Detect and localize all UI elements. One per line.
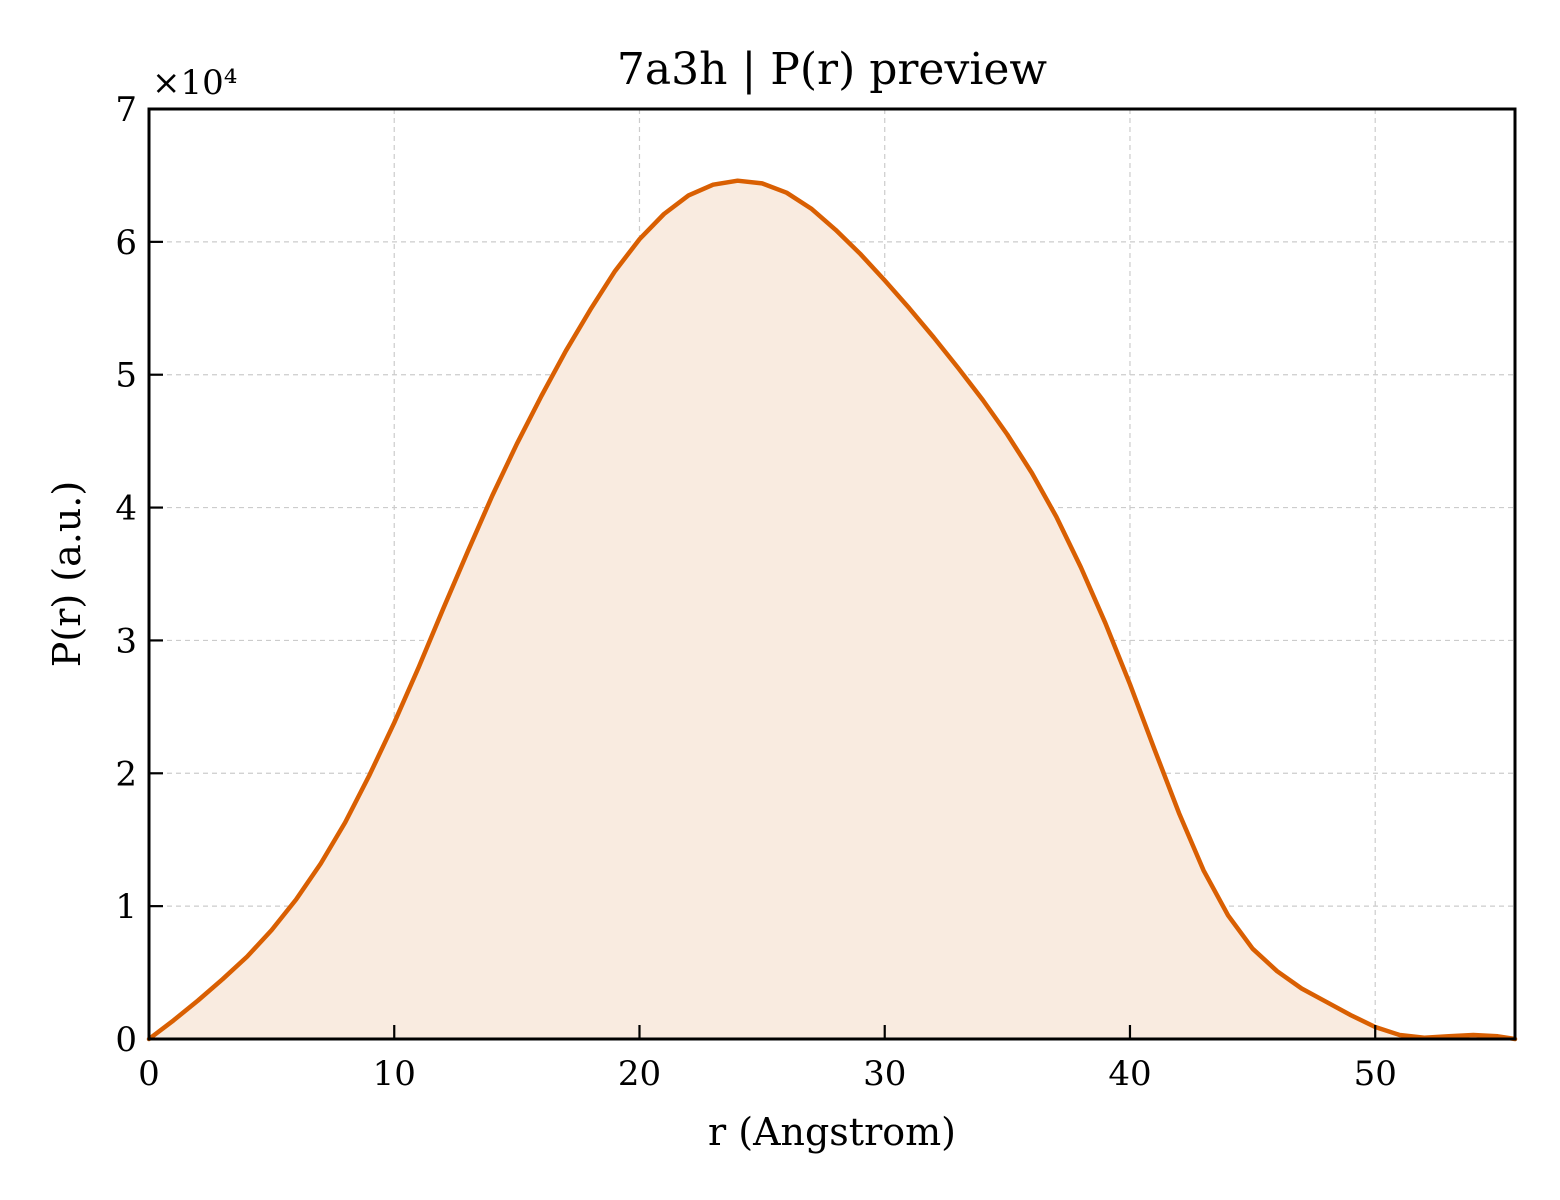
tick-marks xyxy=(147,107,1377,1041)
pr-series-line xyxy=(146,178,1518,1042)
x-tick-label: 20 xyxy=(618,1054,661,1094)
y-tick-label: 3 xyxy=(115,621,137,661)
y-tick-label: 4 xyxy=(115,489,137,529)
x-axis-label: r (Angstrom) xyxy=(708,1110,956,1154)
plot-frame xyxy=(147,107,1517,1041)
y-offset-label: ×10⁴ xyxy=(152,63,237,103)
x-tick-label: 0 xyxy=(138,1054,160,1094)
x-tick-label: 30 xyxy=(863,1054,906,1094)
y-tick-label: 5 xyxy=(115,356,137,396)
y-axis-label: P(r) (a.u.) xyxy=(45,481,89,667)
chart-title: 7a3h | P(r) preview xyxy=(617,44,1048,95)
x-tick-label: 50 xyxy=(1354,1054,1397,1094)
x-tick-labels: 0 10 20 30 40 50 xyxy=(138,1054,1397,1094)
y-tick-label: 7 xyxy=(115,90,137,130)
y-tick-label: 6 xyxy=(115,223,137,263)
x-tick-label: 10 xyxy=(373,1054,416,1094)
y-tick-label: 0 xyxy=(115,1020,137,1060)
y-tick-labels: 0 1 2 3 4 5 6 7 xyxy=(115,90,137,1060)
pr-area-fill xyxy=(149,180,1515,1039)
x-tick-label: 40 xyxy=(1108,1054,1151,1094)
y-tick-label: 1 xyxy=(115,887,137,927)
y-tick-label: 2 xyxy=(115,754,137,794)
